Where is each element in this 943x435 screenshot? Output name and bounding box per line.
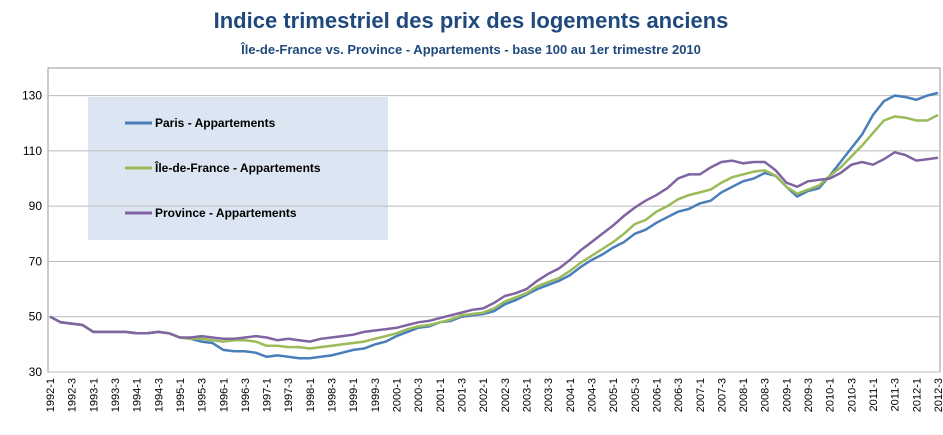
x-tick-label: 2006-3 [673, 378, 685, 412]
x-tick-label: 2008-3 [760, 378, 772, 412]
legend-label: Paris - Appartements [155, 116, 276, 130]
y-tick-label: 50 [29, 310, 43, 324]
x-tick-label: 2007-1 [695, 378, 707, 412]
y-tick-label: 110 [23, 144, 42, 158]
x-tick-label: 2003-1 [521, 378, 533, 412]
legend-label: Île-de-France - Appartements [154, 160, 321, 175]
x-tick-label: 1999-3 [370, 378, 382, 412]
x-tick-label: 2009-3 [803, 378, 815, 412]
x-tick-label: 1996-3 [240, 378, 252, 412]
x-tick-label: 1994-1 [132, 378, 144, 412]
x-tick-label: 2005-3 [630, 378, 642, 412]
x-tick-label: 1992-1 [45, 378, 57, 412]
x-tick-label: 1993-1 [88, 378, 100, 412]
x-tick-label: 1996-1 [218, 378, 230, 412]
x-tick-label: 2012-1 [911, 378, 923, 412]
x-tick-label: 2000-1 [392, 378, 404, 412]
x-tick-label: 2000-3 [413, 378, 425, 412]
x-tick-label: 2010-1 [825, 378, 837, 412]
y-tick-label: 90 [29, 199, 43, 213]
chart-subtitle: Île-de-France vs. Province - Appartement… [240, 42, 701, 57]
y-tick-label: 30 [29, 365, 43, 379]
x-tick-label: 1997-3 [283, 378, 295, 412]
x-tick-label: 2006-1 [651, 378, 663, 412]
legend-label: Province - Appartements [155, 206, 297, 220]
x-tick-label: 2008-1 [738, 378, 750, 412]
x-tick-label: 2011-3 [890, 378, 902, 411]
chart-title: Indice trimestriel des prix des logement… [214, 8, 729, 33]
x-tick-label: 2003-3 [543, 378, 555, 412]
y-tick-label: 130 [22, 89, 42, 103]
y-tick-label: 70 [29, 254, 43, 268]
series-line [49, 113, 939, 350]
x-tick-label: 2002-1 [478, 378, 490, 412]
x-tick-label: 1992-3 [67, 378, 79, 412]
x-tick-label: 2001-1 [435, 378, 447, 412]
x-tick-label: 2012-3 [933, 378, 943, 412]
x-tick-label: 2001-3 [457, 378, 469, 412]
x-tick-label: 2005-1 [608, 378, 620, 412]
x-tick-label: 2002-3 [500, 378, 512, 412]
x-tick-label: 2010-3 [846, 378, 858, 412]
x-tick-label: 2007-3 [716, 378, 728, 412]
x-tick-label: 1993-3 [110, 378, 122, 412]
x-tick-label: 1995-3 [197, 378, 209, 412]
x-tick-label: 1994-3 [153, 378, 165, 412]
x-tick-label: 2004-3 [586, 378, 598, 412]
x-tick-label: 2011-1 [868, 378, 880, 411]
x-tick-label: 1995-1 [175, 378, 187, 412]
x-tick-label: 1997-1 [262, 378, 274, 412]
x-tick-label: 2004-1 [565, 378, 577, 412]
x-tick-label: 2009-1 [781, 378, 793, 412]
series-line [49, 150, 939, 343]
x-tick-label: 1998-1 [305, 378, 317, 412]
x-tick-label: 1998-3 [327, 378, 339, 412]
x-tick-label: 1999-1 [348, 378, 360, 412]
